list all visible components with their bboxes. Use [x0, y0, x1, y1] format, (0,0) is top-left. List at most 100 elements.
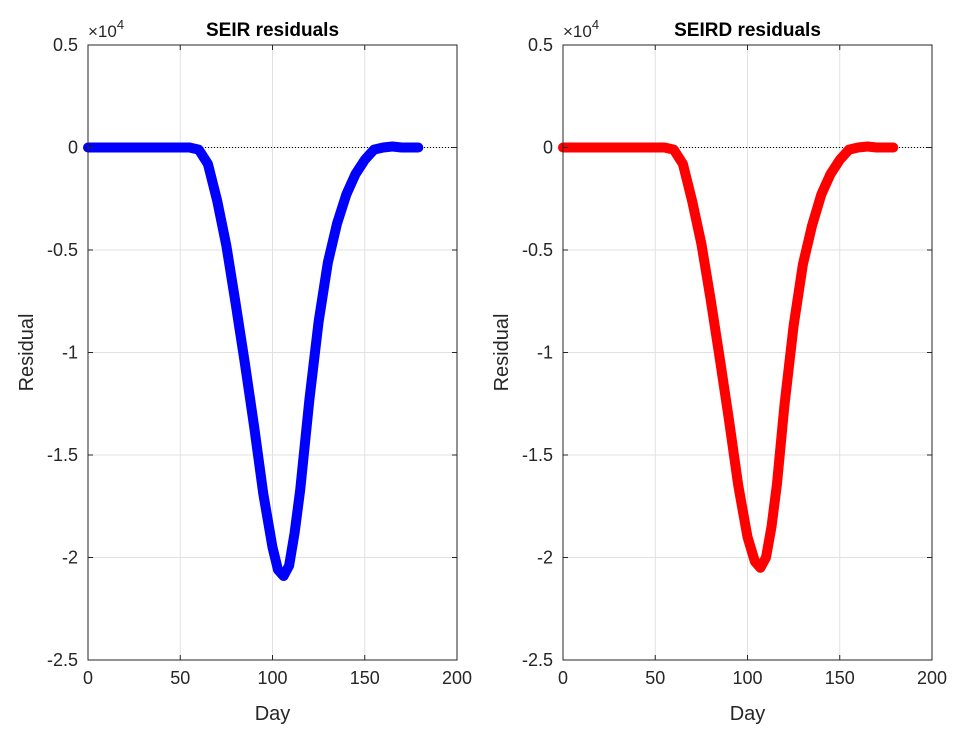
data-point [279, 571, 289, 581]
data-point [413, 143, 423, 152]
data-point [295, 485, 305, 495]
data-point [203, 159, 213, 169]
data-point [258, 489, 268, 499]
data-point [323, 257, 333, 267]
chart-panel-1: 0 50 100 150 200 0.5 0 -0.5 -1 -1.5 -2 -2.5 ×104 SEIR… [16, 17, 472, 725]
data-point [184, 143, 194, 152]
y-tick-label: 0 [543, 138, 553, 158]
data-point [715, 354, 725, 364]
data-point [212, 196, 222, 206]
data-point [194, 145, 204, 155]
x-tick-label: 200 [917, 668, 947, 688]
data-point [888, 143, 898, 152]
data-point [844, 145, 854, 155]
data-point [798, 259, 808, 269]
exponent-power: 4 [592, 17, 599, 32]
data-point [696, 239, 706, 249]
y-tick-label: -0.5 [522, 240, 553, 260]
data-point [678, 159, 688, 169]
y-tick-label: 0.5 [53, 35, 78, 55]
data-point [755, 563, 765, 573]
x-axis-label: Day [255, 703, 291, 725]
data-point [341, 190, 351, 200]
data-point [789, 321, 799, 331]
y-tick-label: -2 [62, 548, 78, 568]
data-point [120, 143, 130, 152]
x-tick-label: 200 [442, 668, 472, 688]
data-point [314, 317, 324, 327]
y-tick-label: -0.5 [47, 240, 78, 260]
x-tick-label: 0 [83, 668, 93, 688]
x-tick-label: 50 [170, 668, 190, 688]
data-point [779, 401, 789, 411]
y-axis-label: Residual [491, 314, 513, 392]
data-point [743, 532, 752, 542]
data-point [360, 155, 370, 165]
y-exponent-label: ×104 [563, 17, 599, 41]
data-point [231, 298, 241, 308]
x-tick-label: 50 [645, 668, 665, 688]
data-point [378, 143, 388, 152]
data-point [862, 141, 872, 151]
data-point [761, 553, 771, 562]
data-point [687, 196, 697, 206]
data-point [766, 522, 776, 532]
data-point [826, 169, 836, 179]
y-tick-label: -2.5 [522, 650, 553, 670]
data-point [284, 561, 294, 571]
data-point [290, 528, 300, 538]
exponent-base: ×10 [88, 22, 117, 41]
x-tick-label: 100 [257, 668, 287, 688]
data-point [816, 190, 826, 200]
y-axis-label: Residual [16, 314, 38, 392]
data-point [853, 143, 863, 152]
x-tick-label: 150 [350, 668, 380, 688]
y-tick-label: 0 [68, 138, 78, 158]
data-point [406, 143, 416, 152]
y-tick-label: -1 [62, 343, 78, 363]
x-tick-label: 0 [558, 668, 568, 688]
data-point [332, 218, 342, 228]
data-point [273, 565, 283, 575]
chart-title: SEIRD residuals [674, 20, 821, 41]
data-point [835, 155, 845, 165]
data-point [724, 415, 734, 425]
exponent-base: ×10 [563, 22, 592, 41]
x-tick-label: 150 [825, 668, 855, 688]
data-point [632, 143, 642, 152]
x-axis-label: Day [730, 703, 766, 725]
data-point [706, 294, 716, 304]
data-point [249, 421, 259, 431]
data-point [240, 358, 250, 368]
data-point [807, 220, 817, 230]
data-point [881, 143, 891, 152]
data-point [750, 557, 760, 567]
data-point [351, 169, 361, 179]
y-tick-label: 0.5 [528, 35, 553, 55]
y-tick-label: -2.5 [47, 650, 78, 670]
data-point [595, 143, 605, 152]
y-tick-label: -1.5 [522, 445, 553, 465]
data-point [369, 145, 379, 155]
exponent-power: 4 [117, 17, 124, 32]
data-point [397, 143, 407, 152]
y-tick-label: -2 [537, 548, 553, 568]
y-tick-label: -1 [537, 343, 553, 363]
data-point [669, 145, 679, 155]
y-tick-label: -1.5 [47, 445, 78, 465]
data-point [733, 481, 743, 491]
x-tick-label: 100 [732, 668, 762, 688]
data-point [304, 395, 314, 405]
data-point [268, 542, 277, 552]
data-point [872, 143, 882, 152]
data-point [772, 479, 782, 489]
data-point [221, 241, 231, 251]
chart-panel-2: 0 50 100 150 200 0.5 0 -0.5 -1 -1.5 -2 -2.5 ×104 SEIR… [491, 17, 947, 725]
chart-title: SEIR residuals [206, 20, 339, 41]
data-point [157, 143, 167, 152]
y-exponent-label: ×104 [88, 17, 124, 41]
data-point [659, 143, 669, 152]
data-point [387, 141, 397, 151]
